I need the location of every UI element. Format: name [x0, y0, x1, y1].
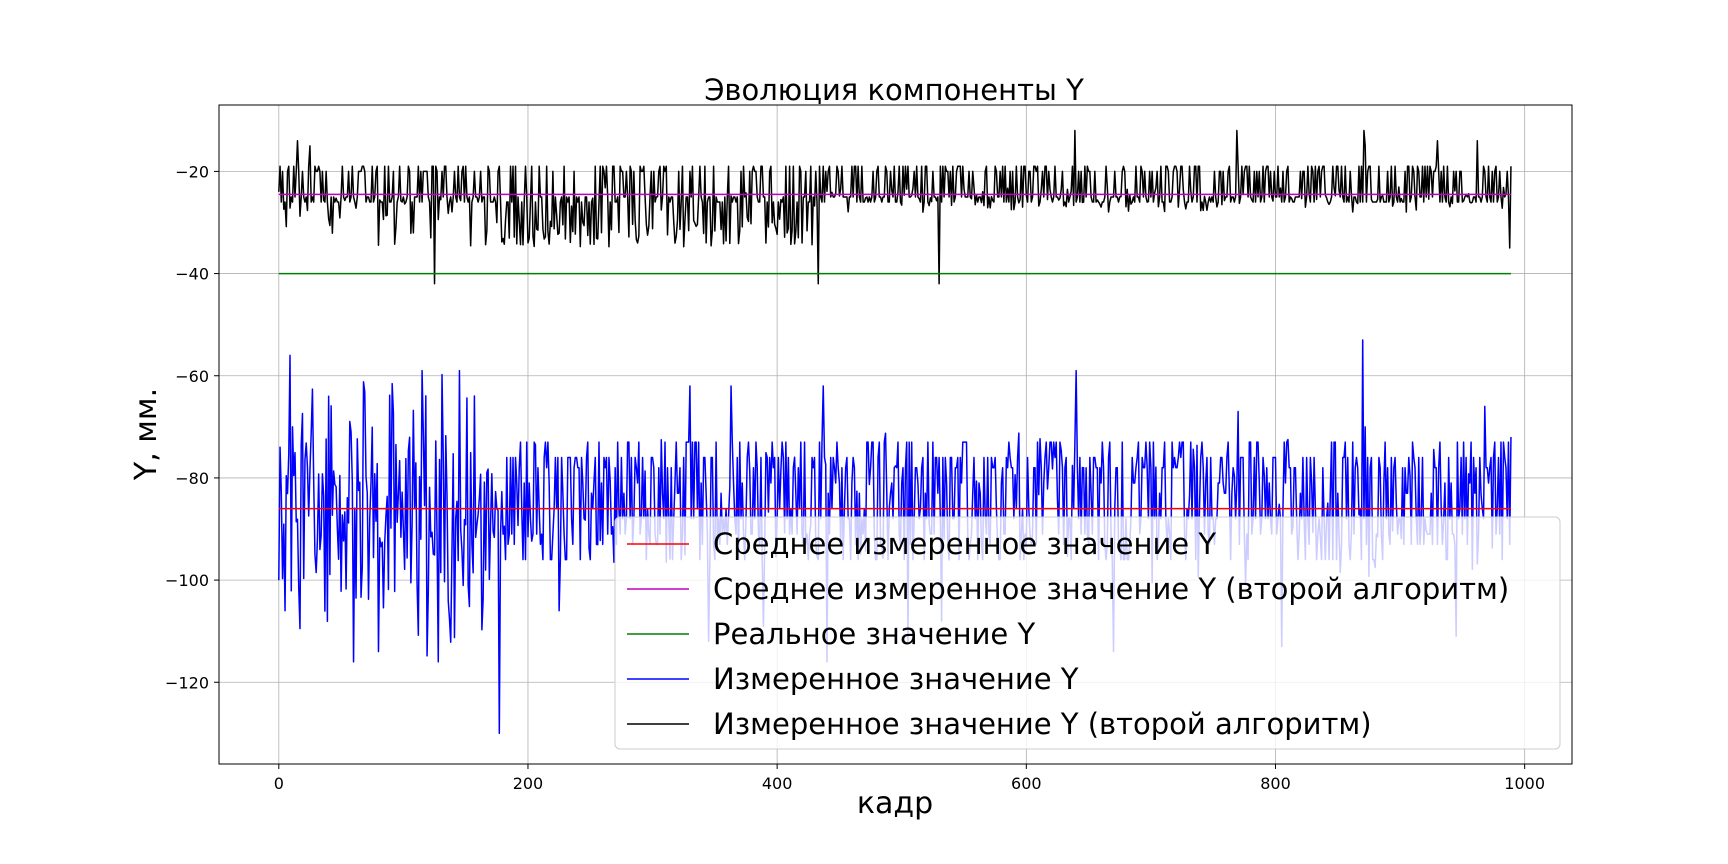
series-line-measured-y-second	[278, 129, 1512, 285]
x-tick-label: 600	[1011, 774, 1042, 793]
legend-box	[614, 516, 1561, 750]
x-tick-label: 0	[274, 774, 284, 793]
x-tick-label: 1000	[1504, 774, 1545, 793]
x-tick-label: 800	[1260, 774, 1291, 793]
plot-frame	[218, 104, 1573, 765]
y-tick-label: −60	[175, 367, 209, 386]
legend-label: Реальное значение Y	[713, 617, 1035, 651]
x-tick-label: 400	[762, 774, 793, 793]
chart-title: Эволюция компоненты Y	[704, 73, 1084, 107]
y-axis: −20 −40 −60 −80 −100 −120	[165, 162, 219, 692]
y-tick-label: −120	[165, 673, 209, 692]
y-tick-label: −20	[175, 162, 209, 181]
y-tick-label: −40	[175, 265, 209, 284]
legend-label: Измеренное значение Y	[713, 662, 1079, 696]
x-tick-label: 200	[513, 774, 544, 793]
y-tick-label: −80	[175, 469, 209, 488]
y-axis-title: Y, мм.	[129, 388, 164, 481]
x-axis-title: кадр	[857, 786, 933, 821]
legend-label: Среднее измеренное значение Y (второй ал…	[713, 572, 1509, 606]
legend-label: Измеренное значение Y (второй алгоритм)	[713, 707, 1372, 741]
legend: Среднее измеренное значение Y Среднее изм…	[614, 516, 1561, 750]
y-tick-label: −100	[165, 571, 209, 590]
legend-label: Среднее измеренное значение Y	[713, 527, 1216, 561]
x-axis: 0 200 400 600 800 1000	[274, 764, 1545, 793]
